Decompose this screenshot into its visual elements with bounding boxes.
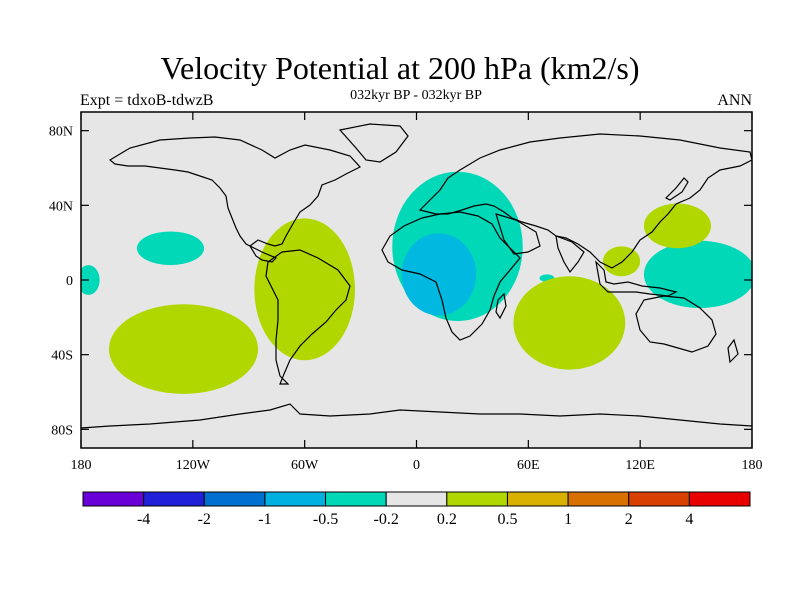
coastline-maritime-continent xyxy=(595,260,678,297)
contour-region-5 xyxy=(401,233,477,316)
lon-tick-label: 60W xyxy=(291,458,319,473)
coastline-madagascar xyxy=(495,292,507,320)
colorbar-box xyxy=(446,491,508,507)
colorbar-label: 0.2 xyxy=(437,511,457,528)
lat-tick-label: 40N xyxy=(49,199,73,214)
lon-tick-label: 180 xyxy=(71,458,92,473)
colorbar-label: 4 xyxy=(685,511,693,528)
colorbar-box xyxy=(203,491,266,507)
figure-title: Velocity Potential at 200 hPa (km2/s) xyxy=(160,50,640,86)
coastline-greenland xyxy=(338,123,409,163)
contour-region-6 xyxy=(254,218,355,361)
period-label: 032kyr BP - 032kyr BP xyxy=(350,88,482,103)
coastline-africa xyxy=(381,211,521,341)
colorbar: -4 -2 -1 -0.5 -0.2 0.2 0.5 1 2 4 xyxy=(82,491,751,528)
coastline-japan xyxy=(664,177,689,201)
colorbar-label: -0.5 xyxy=(313,511,338,528)
experiment-label: Expt = tdxoB-tdwzB xyxy=(80,92,214,109)
coastline-india xyxy=(555,235,585,274)
lon-tick-label: 120W xyxy=(176,458,211,473)
colorbar-label: -4 xyxy=(137,511,150,528)
lon-tick-label: 0 xyxy=(413,458,420,473)
contour-region-7 xyxy=(108,304,259,394)
lon-tick-label: 180 xyxy=(742,458,763,473)
coastline-north-america xyxy=(108,136,361,263)
colorbar-box xyxy=(143,491,205,507)
colorbar-box xyxy=(628,491,690,507)
lat-tick-label: 80S xyxy=(51,423,73,438)
colorbar-box xyxy=(264,491,327,507)
coastline-antarctica xyxy=(81,403,752,429)
colorbar-label: -1 xyxy=(258,511,271,528)
colorbar-label: 1 xyxy=(564,511,572,528)
colorbar-box xyxy=(567,491,630,507)
colorbar-label: -0.2 xyxy=(374,511,399,528)
coastline-new-zealand xyxy=(727,338,739,364)
colorbar-box xyxy=(325,491,387,507)
season-label: ANN xyxy=(717,92,752,109)
colorbar-box xyxy=(506,491,569,507)
contour-fill-layer xyxy=(81,171,752,394)
coastline-eurasia xyxy=(418,133,752,269)
contour-region-8 xyxy=(513,276,626,370)
contour-region-0 xyxy=(136,231,205,266)
lat-tick-label: 0 xyxy=(66,274,73,289)
lat-tick-label: 80N xyxy=(49,125,73,140)
coastline-arabia xyxy=(495,213,541,255)
contour-region-2 xyxy=(81,265,100,295)
colorbar-label: 0.5 xyxy=(497,511,517,528)
contour-region-3 xyxy=(643,240,752,308)
lon-tick-label: 120E xyxy=(625,458,655,473)
colorbar-label: -2 xyxy=(198,511,211,528)
contour-region-9 xyxy=(643,203,711,249)
colorbar-box xyxy=(385,491,448,507)
colorbar-box xyxy=(82,491,145,507)
latitude-axis: 80N 40N 0 40S 80S xyxy=(49,125,752,438)
coastline-australia xyxy=(635,295,717,353)
colorbar-label: 2 xyxy=(625,511,633,528)
longitude-axis: 180 120W 60W 0 60E 120E 180 xyxy=(71,112,763,473)
lon-tick-label: 60E xyxy=(517,458,540,473)
contour-region-10 xyxy=(602,246,641,277)
lat-tick-label: 40S xyxy=(51,349,73,364)
coastline-layer xyxy=(81,123,752,429)
colorbar-box xyxy=(688,491,751,507)
coastline-south-america xyxy=(265,249,351,385)
